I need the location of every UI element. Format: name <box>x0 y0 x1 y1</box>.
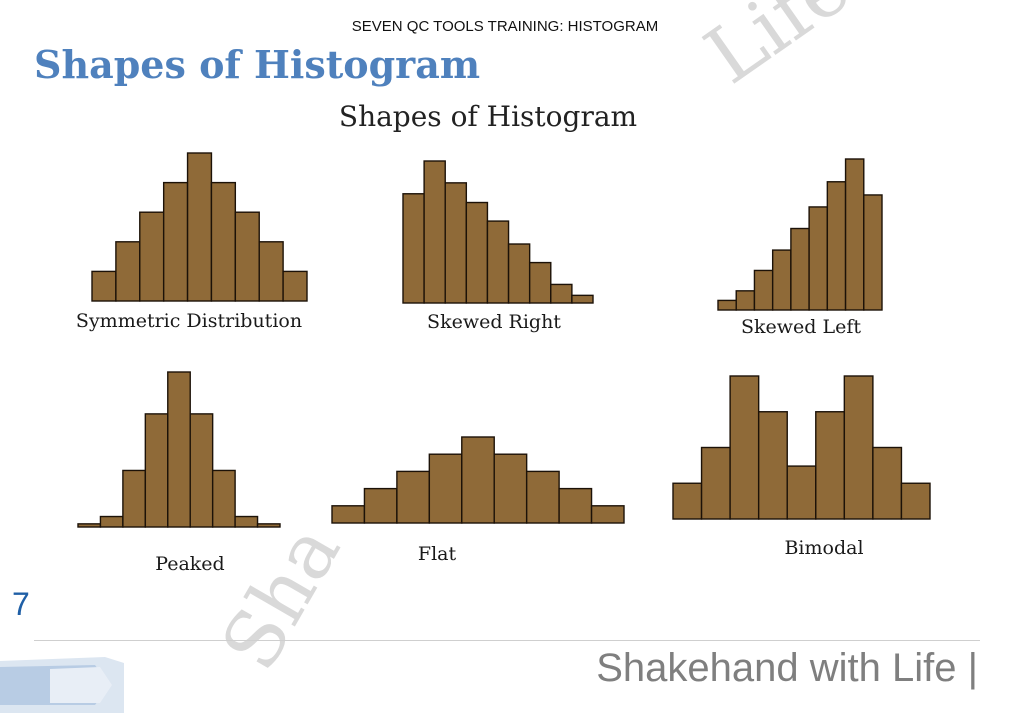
histogram-skewed-left-bar <box>863 194 883 311</box>
histogram-flat-bar <box>396 470 431 524</box>
histogram-flat-bar <box>428 453 463 524</box>
histogram-peaked <box>77 371 281 528</box>
label-flat: Flat <box>417 543 457 565</box>
footer-arrow-decoration <box>0 657 124 713</box>
histogram-bimodal-bar <box>843 375 874 520</box>
histogram-flat-bar <box>363 487 398 524</box>
histogram-flat-bar <box>493 453 528 524</box>
histogram-skewed-right-bar <box>571 294 594 304</box>
histogram-skewed-left-bar <box>826 181 847 311</box>
histogram-peaked-bar <box>189 413 214 528</box>
histogram-symmetric-bar <box>234 211 260 302</box>
histogram-skewed-right <box>402 160 594 304</box>
slide-title: Shapes of Histogram <box>34 42 481 87</box>
histogram-bimodal-bar <box>700 446 731 520</box>
histogram-peaked-bar <box>144 413 169 528</box>
histogram-skewed-right-bar <box>444 182 468 304</box>
histogram-skewed-left-bar <box>753 269 774 311</box>
histogram-peaked-bar <box>211 469 236 528</box>
histogram-symmetric-bar <box>210 181 237 302</box>
histogram-symmetric-bar <box>282 270 308 302</box>
histogram-bimodal-bar <box>729 375 760 520</box>
histogram-skewed-right-bar <box>550 283 573 304</box>
histogram-flat-bar <box>590 505 625 524</box>
histogram-symmetric-bar <box>186 152 213 302</box>
histogram-skewed-left-bar <box>790 227 810 311</box>
label-symmetric-distribution: Symmetric Distribution <box>75 310 303 332</box>
histogram-flat-bar <box>331 505 366 524</box>
histogram-peaked-bar <box>77 523 102 528</box>
histogram-flat-bar <box>461 436 495 524</box>
histogram-skewed-right-bar <box>486 220 510 304</box>
histogram-bimodal-bar <box>900 482 931 520</box>
histogram-skewed-left-bar <box>771 249 792 311</box>
histogram-peaked-bar <box>99 515 124 528</box>
histogram-peaked-bar <box>234 515 259 528</box>
histogram-flat <box>331 436 625 524</box>
histogram-skewed-right-bar <box>507 243 531 304</box>
histogram-symmetric-bar <box>139 211 165 302</box>
histogram-skewed-left-bar <box>808 206 829 311</box>
histogram-symmetric-bar <box>258 241 284 302</box>
histogram-flat-bar <box>525 470 560 524</box>
histogram-skewed-right-bar <box>423 160 446 304</box>
histogram-symmetric-bar <box>162 181 189 302</box>
histogram-bimodal-bar <box>786 465 817 520</box>
page-number: 7 <box>12 586 30 622</box>
label-peaked: Peaked <box>155 553 225 575</box>
histogram-skewed-left-bar <box>844 158 865 311</box>
histogram-bimodal <box>672 375 931 520</box>
histogram-skewed-right-bar <box>528 261 552 304</box>
label-skewed-right: Skewed Right <box>427 311 561 333</box>
histogram-skewed-left-bar <box>735 290 756 311</box>
histogram-skewed-right-bar <box>402 193 425 304</box>
histogram-symmetric-bar <box>91 270 117 302</box>
histogram-skewed-left <box>717 158 883 311</box>
label-skewed-left: Skewed Left <box>740 316 862 338</box>
histogram-peaked-bar <box>167 371 191 528</box>
figure-title: Shapes of Histogram <box>338 100 638 133</box>
histogram-symmetric-bar <box>115 241 141 302</box>
histogram-skewed-right-bar <box>465 201 489 304</box>
histogram-peaked-bar <box>256 523 281 528</box>
histogram-bimodal-bar <box>872 446 903 520</box>
histogram-bimodal-bar <box>672 482 703 520</box>
histogram-flat-bar <box>558 487 593 524</box>
histogram-skewed-left-bar <box>717 299 737 311</box>
histogram-peaked-bar <box>122 469 147 528</box>
label-bimodal: Bimodal <box>784 537 864 559</box>
footer-text: Shakehand with Life | <box>596 646 978 690</box>
footer-divider <box>34 640 980 641</box>
histogram-bimodal-bar <box>815 411 846 520</box>
histogram-bimodal-bar <box>757 411 788 520</box>
header-text: SEVEN QC TOOLS TRAINING: HISTOGRAM <box>351 18 659 35</box>
histogram-symmetric <box>91 152 308 302</box>
